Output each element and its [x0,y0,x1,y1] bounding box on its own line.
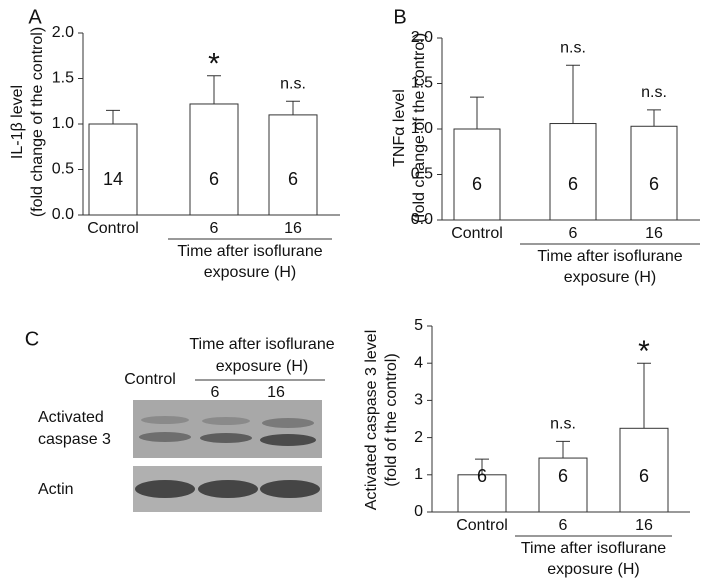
blot-band [135,480,195,498]
blot-row-label: Actin [38,481,74,498]
y-axis-label: (fold change of the control) [29,27,46,217]
blot-image [133,400,322,458]
significance-label: n.s. [280,75,306,92]
blot-band [139,432,191,442]
panel-label: A [28,6,42,28]
n-label: 6 [477,466,487,486]
bar [189,103,239,216]
y-tick-label: 2.0 [411,29,433,46]
y-axis-label: (fold change of the control) [411,33,428,223]
x-tick-label: Control [87,220,139,237]
panel-label: B [393,6,406,28]
significance-label: n.s. [641,84,667,101]
significance-label: n.s. [550,416,576,433]
x-tick-label: 16 [635,517,653,534]
x-tick-label: 6 [210,220,219,237]
bar [619,427,669,513]
significance-label: n.s. [560,40,586,57]
y-tick-label: 5 [414,317,423,334]
x-tick-label: 16 [645,225,663,242]
error-bar [207,75,221,104]
error-bar [637,362,651,429]
x-tick-label: 6 [569,225,578,242]
blot-group-label: exposure (H) [216,358,308,375]
blot-group-label: Time after isoflurane [189,336,334,353]
y-tick-label: 0.0 [52,206,74,223]
blot-band [198,480,258,498]
bar [538,457,588,513]
y-axis-label: (fold of the control) [383,353,400,486]
n-label: 6 [558,466,568,486]
bar [549,123,597,221]
blot-band [141,416,189,424]
n-label: 6 [472,174,482,194]
y-axis-label: IL-1β level [9,85,26,159]
group-label: exposure (H) [547,561,639,578]
panel-label: C [25,328,39,350]
x-tick-label: 6 [559,517,568,534]
significance-label: * [638,335,650,368]
error-bar [286,100,300,115]
error-bar [475,458,489,475]
blot-band [260,480,320,498]
bar [453,128,501,221]
x-tick-label: Control [456,517,508,534]
y-tick-label: 1.5 [52,70,74,87]
n-label: 6 [209,169,219,189]
x-tick-label: Control [451,225,503,242]
blot-band [202,417,250,425]
western-blot: Control Time after isoflurane exposure (… [38,336,335,512]
bar [457,474,507,513]
error-bar [556,440,570,459]
y-tick-label: 1.5 [411,75,433,92]
y-tick-label: 2.0 [52,24,74,41]
significance-label: * [208,48,220,81]
bar [88,123,138,216]
blot-row-label: Activated [38,409,104,426]
y-tick-label: 0 [414,503,423,520]
y-tick-label: 1.0 [411,120,433,137]
blot-lane-label: 6 [211,384,220,401]
y-tick-label: 2 [414,429,423,446]
error-bar [566,64,580,124]
bar [630,125,678,221]
blot-lane-label: 16 [267,384,285,401]
group-label: exposure (H) [564,269,656,286]
n-label: 6 [288,169,298,189]
n-label: 14 [103,169,123,189]
error-bar [647,109,661,127]
y-tick-label: 0.0 [411,211,433,228]
y-tick-label: 4 [414,354,423,371]
group-label: Time after isoflurane [177,243,322,260]
blot-control-label: Control [124,371,176,388]
y-tick-label: 1 [414,466,423,483]
y-tick-label: 1.0 [52,115,74,132]
blot-band [200,433,252,443]
y-axis-label: TNFα level [391,89,408,167]
n-label: 6 [639,466,649,486]
error-bar [106,109,120,124]
y-axis-label: Activated caspase 3 level [363,330,380,511]
y-tick-label: 0.5 [411,166,433,183]
x-tick-label: 16 [284,220,302,237]
y-tick-label: 0.5 [52,161,74,178]
n-label: 6 [649,174,659,194]
bar [268,114,318,216]
y-tick-label: 3 [414,392,423,409]
group-label: Time after isoflurane [521,540,666,557]
blot-band [260,434,316,446]
blot-band [262,418,314,428]
error-bar [470,96,484,129]
blot-row-label: caspase 3 [38,431,111,448]
group-label: exposure (H) [204,264,296,281]
group-label: Time after isoflurane [537,248,682,265]
n-label: 6 [568,174,578,194]
